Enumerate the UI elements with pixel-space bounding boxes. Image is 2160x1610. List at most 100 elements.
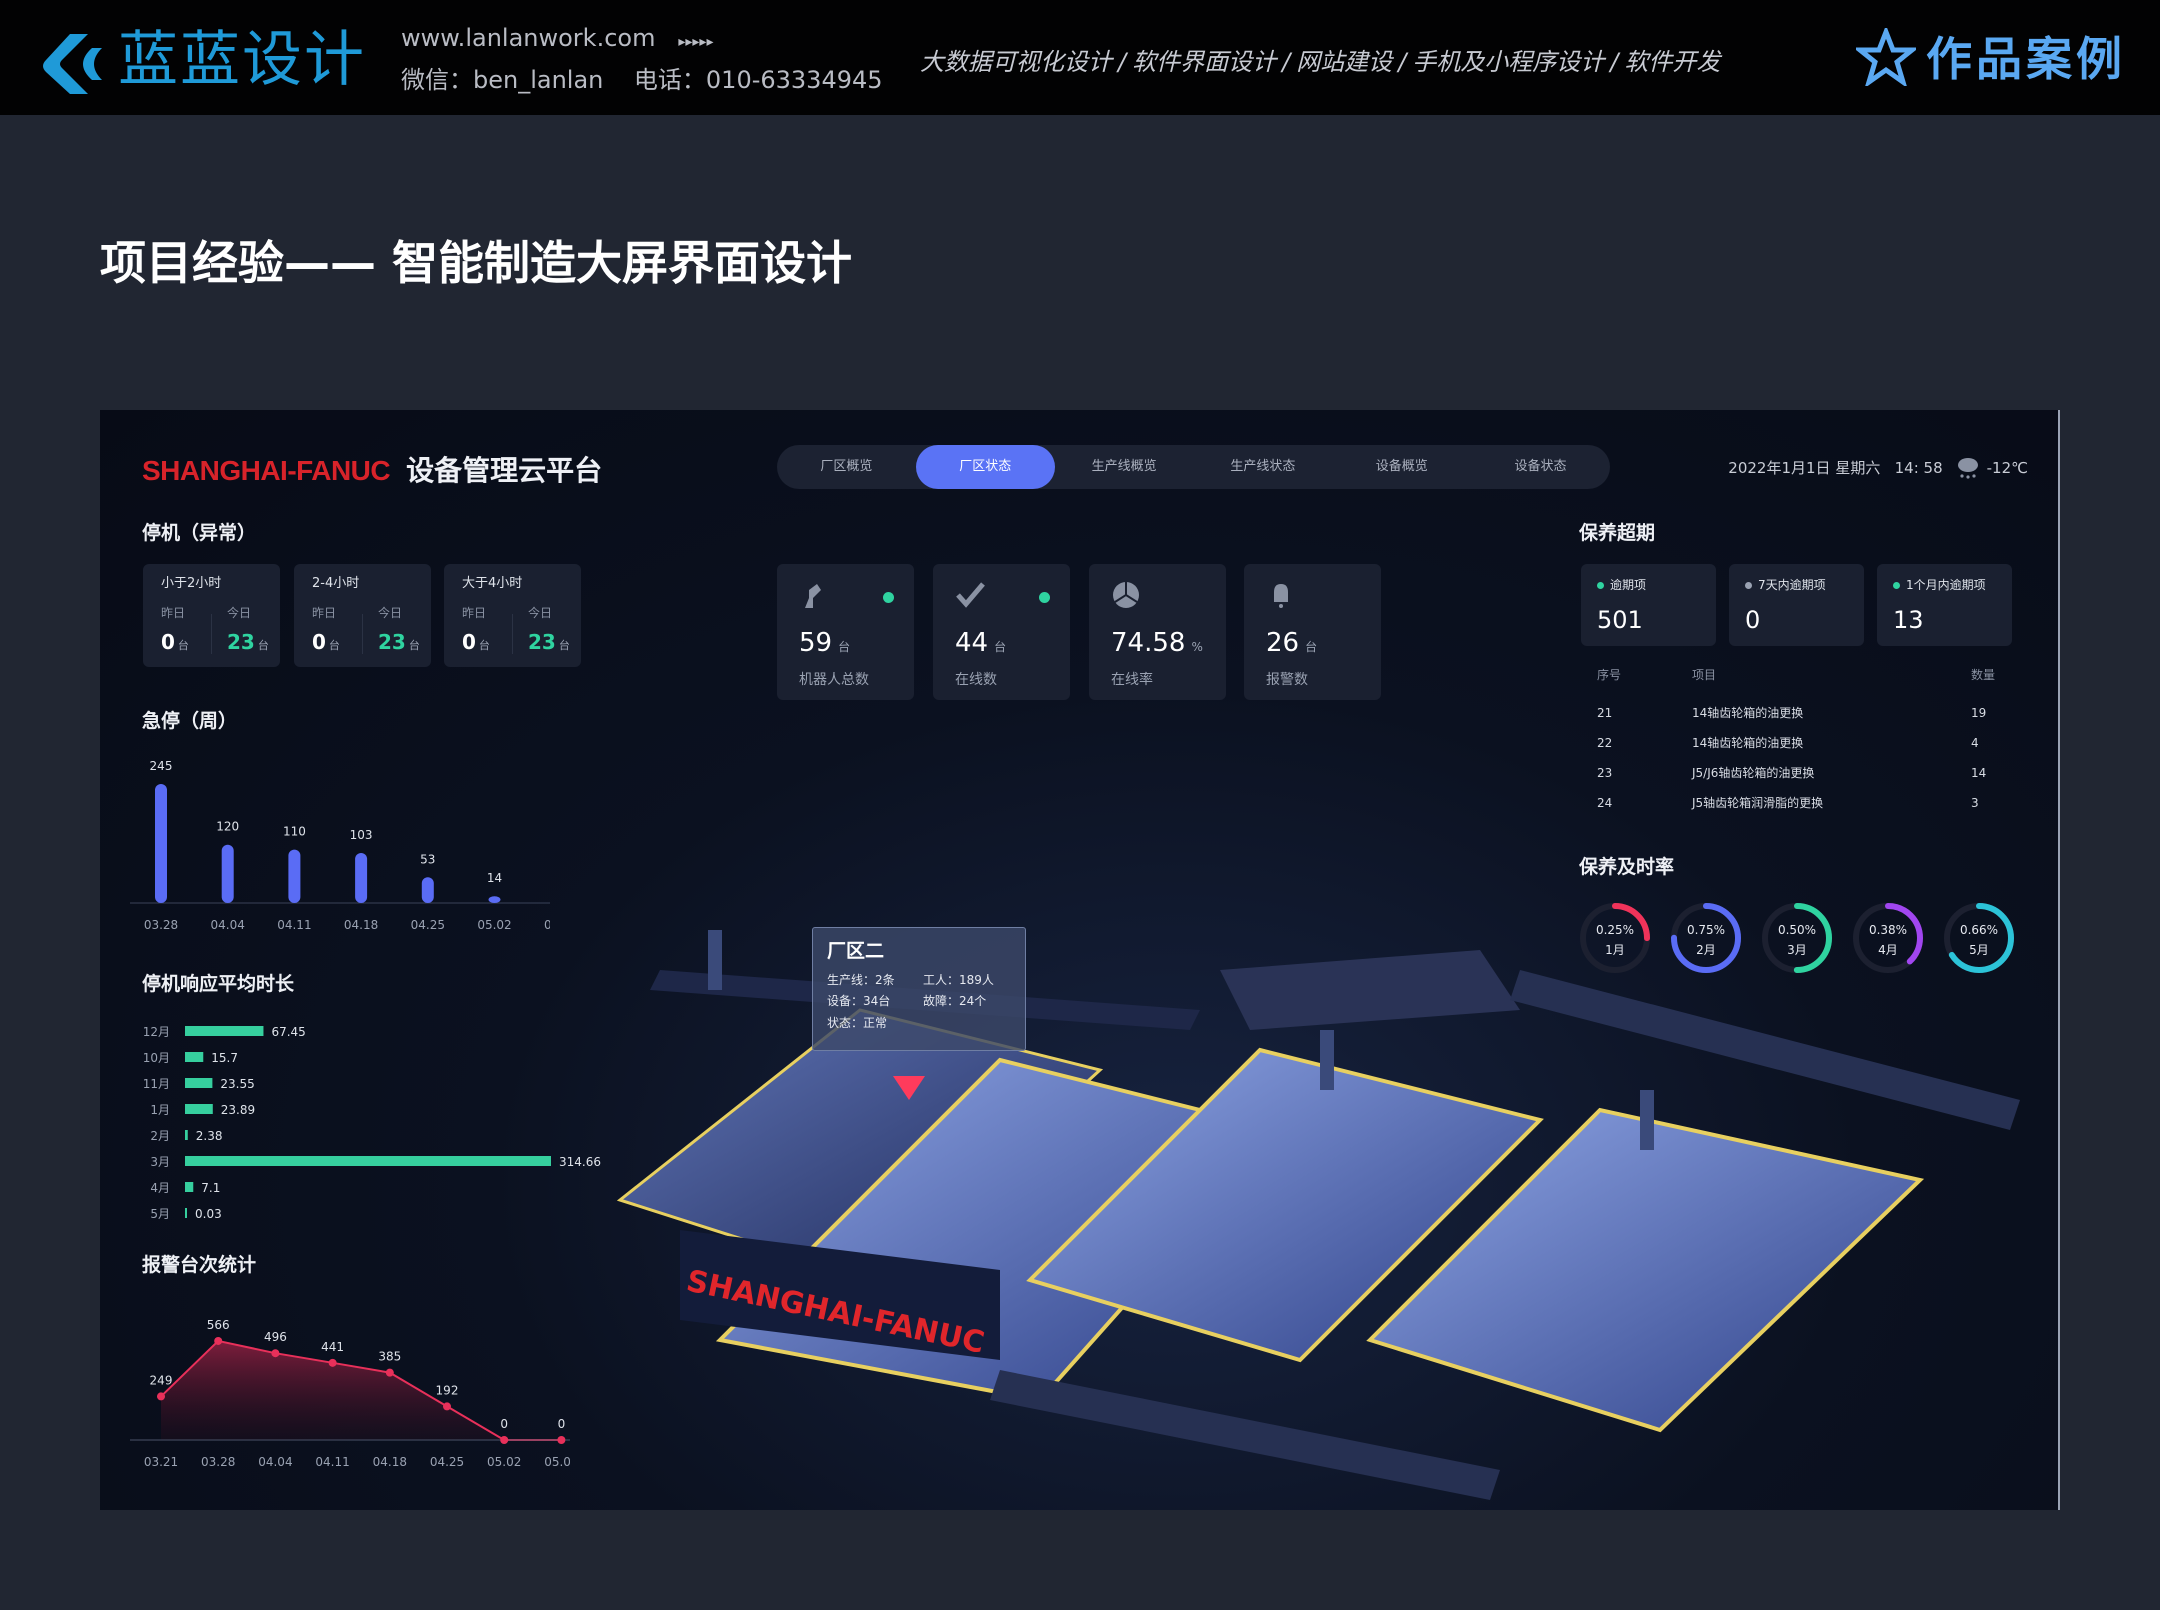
card-title: 2-4小时	[312, 576, 360, 591]
arrows-icon: ▸▸▸▸▸	[678, 34, 714, 50]
tab-line-overview[interactable]: 生产线概览	[1091, 459, 1157, 474]
hbar-value-label: 0.03	[195, 1207, 222, 1221]
service-mobile[interactable]: 手机及小程序设计	[1412, 48, 1605, 76]
x-tick-label: 03.21	[144, 1455, 178, 1469]
point-value-label: 566	[207, 1318, 230, 1332]
hbar	[185, 1026, 264, 1036]
x-tick-label: 04.25	[430, 1455, 464, 1469]
x-tick-label: 05.09	[544, 1455, 570, 1469]
point-value-label: 249	[150, 1373, 173, 1387]
kpi-label: 报警数	[1266, 672, 1308, 688]
tooltip-title: 厂区二	[827, 940, 885, 962]
kpi-value: 74.58%	[1111, 628, 1203, 659]
main-tabs: 厂区概览 厂区状态 生产线概览 生产线状态 设备概览 设备状态	[777, 445, 1610, 489]
service-bigdata[interactable]: 大数据可视化设计	[920, 48, 1112, 76]
table-cell: J5/J6轴齿轮箱的油更换	[1692, 766, 1815, 780]
bar-value-label: 110	[283, 825, 306, 839]
hbar	[185, 1156, 551, 1166]
ontime-title: 保养及时率	[1579, 856, 1675, 878]
unit: 台	[177, 639, 189, 652]
tooltip-devices: 设备：34台	[827, 994, 891, 1009]
hbar	[185, 1104, 213, 1114]
kpi-number: 59	[799, 628, 833, 658]
y-tick-label: 5月	[150, 1207, 170, 1221]
hbar-value-label: 7.1	[201, 1181, 220, 1195]
x-tick-label: 03.28	[201, 1455, 235, 1469]
service-dev[interactable]: 软件开发	[1624, 48, 1721, 76]
x-tick-label: 04.25	[411, 918, 445, 932]
table-cell: 24	[1597, 796, 1613, 810]
table-cell: 21	[1597, 706, 1613, 720]
x-tick-label: 05.02	[477, 918, 511, 932]
yesterday-label: 昨日	[161, 606, 186, 620]
kpi-card: 26 台报警数	[1244, 564, 1381, 700]
y-tick-label: 2月	[150, 1129, 170, 1143]
separator: /	[1398, 48, 1407, 76]
x-tick-label: 03.28	[144, 918, 178, 932]
overdue-label: 1个月内逾期项	[1893, 578, 1986, 592]
tab-park-overview[interactable]: 厂区概览	[820, 459, 873, 474]
kpi-number: 26	[1266, 628, 1300, 658]
data-point	[214, 1336, 223, 1345]
hbar-value-label: 2.38	[196, 1129, 223, 1143]
overdue-card: 逾期项 501	[1581, 564, 1716, 646]
website-link[interactable]: www.lanlanwork.com ▸▸▸▸▸	[401, 24, 713, 53]
unit: 台	[328, 639, 340, 652]
x-tick-label: 04.18	[344, 918, 378, 932]
kpi-card: 44 台在线数	[933, 564, 1070, 700]
weather: -12℃	[1957, 456, 2028, 480]
separator: /	[1282, 48, 1291, 76]
status-dot	[1745, 581, 1752, 589]
tab-device-status[interactable]: 设备状态	[1514, 459, 1567, 474]
dashboard-screenshot: SHANGHAI-FANUC SHANGHAI-FANUC 设备管理云平台 厂区…	[100, 410, 2060, 1510]
kpi-card: 74.58% 在线率	[1089, 564, 1226, 700]
bar	[488, 896, 501, 903]
today-value: 23 台	[528, 630, 570, 654]
tooltip-workers: 工人：189人	[923, 972, 994, 987]
yesterday-count: 0	[312, 630, 326, 654]
today-count: 23	[528, 630, 556, 654]
y-tick-label: 1月	[150, 1103, 170, 1117]
kpi-unit: 台	[994, 640, 1007, 654]
overdue-label-text: 7天内逾期项	[1758, 578, 1826, 592]
point-value-label: 496	[264, 1330, 287, 1344]
hbar	[185, 1130, 188, 1140]
point-value-label: 0	[500, 1417, 508, 1431]
table-cell: J5轴齿轮箱润滑脂的更换	[1692, 796, 1824, 810]
divider	[512, 614, 513, 654]
bar	[221, 844, 234, 903]
overdue-card: 1个月内逾期项 13	[1877, 564, 2012, 646]
today-label: 今日	[227, 606, 252, 620]
service-software-ui[interactable]: 软件界面设计	[1132, 48, 1277, 76]
kpi-unit: 台	[1305, 640, 1318, 654]
tab-line-status[interactable]: 生产线状态	[1230, 459, 1296, 474]
tab-device-overview[interactable]: 设备概览	[1375, 459, 1428, 474]
today-value: 23 台	[378, 630, 420, 654]
hbar-value-label: 23.55	[220, 1077, 254, 1091]
y-tick-label: 3月	[150, 1155, 170, 1169]
temperature: -12℃	[1986, 459, 2028, 477]
separator: /	[1118, 48, 1127, 76]
estop-title: 急停（周）	[142, 710, 238, 732]
x-tick-label: 04.04	[258, 1455, 292, 1469]
overdue-title: 保养超期	[1579, 522, 1656, 544]
brand-row: SHANGHAI-FANUC 设备管理云平台	[142, 454, 602, 488]
tab-park-status[interactable]: 厂区状态	[915, 445, 1055, 489]
kpi-label: 机器人总数	[799, 672, 869, 688]
service-website[interactable]: 网站建设	[1296, 48, 1393, 76]
x-tick-label: 04.18	[373, 1455, 407, 1469]
overdue-value: 0	[1745, 606, 1761, 634]
hbar-value-label: 67.45	[271, 1025, 305, 1039]
works-label[interactable]: 作品案例	[1926, 32, 2126, 86]
response-hbar-chart: 12月 67.45 10月 15.7 11月 23.55 1月 23.89 2月 2.38 3月 31…	[143, 1025, 601, 1221]
x-tick-label: 05.09	[544, 918, 550, 932]
ring-value: 0.66%	[1960, 923, 1998, 937]
ring-progress	[1580, 903, 1650, 973]
location-pin-icon[interactable]	[893, 1076, 925, 1100]
data-point	[271, 1349, 280, 1358]
contact-info: 微信：ben_lanlan 电话：010-63334945	[401, 66, 883, 95]
table-cell: 3	[1971, 796, 1979, 810]
kpi-label: 在线率	[1111, 672, 1153, 688]
robot-arm-icon	[805, 584, 821, 608]
